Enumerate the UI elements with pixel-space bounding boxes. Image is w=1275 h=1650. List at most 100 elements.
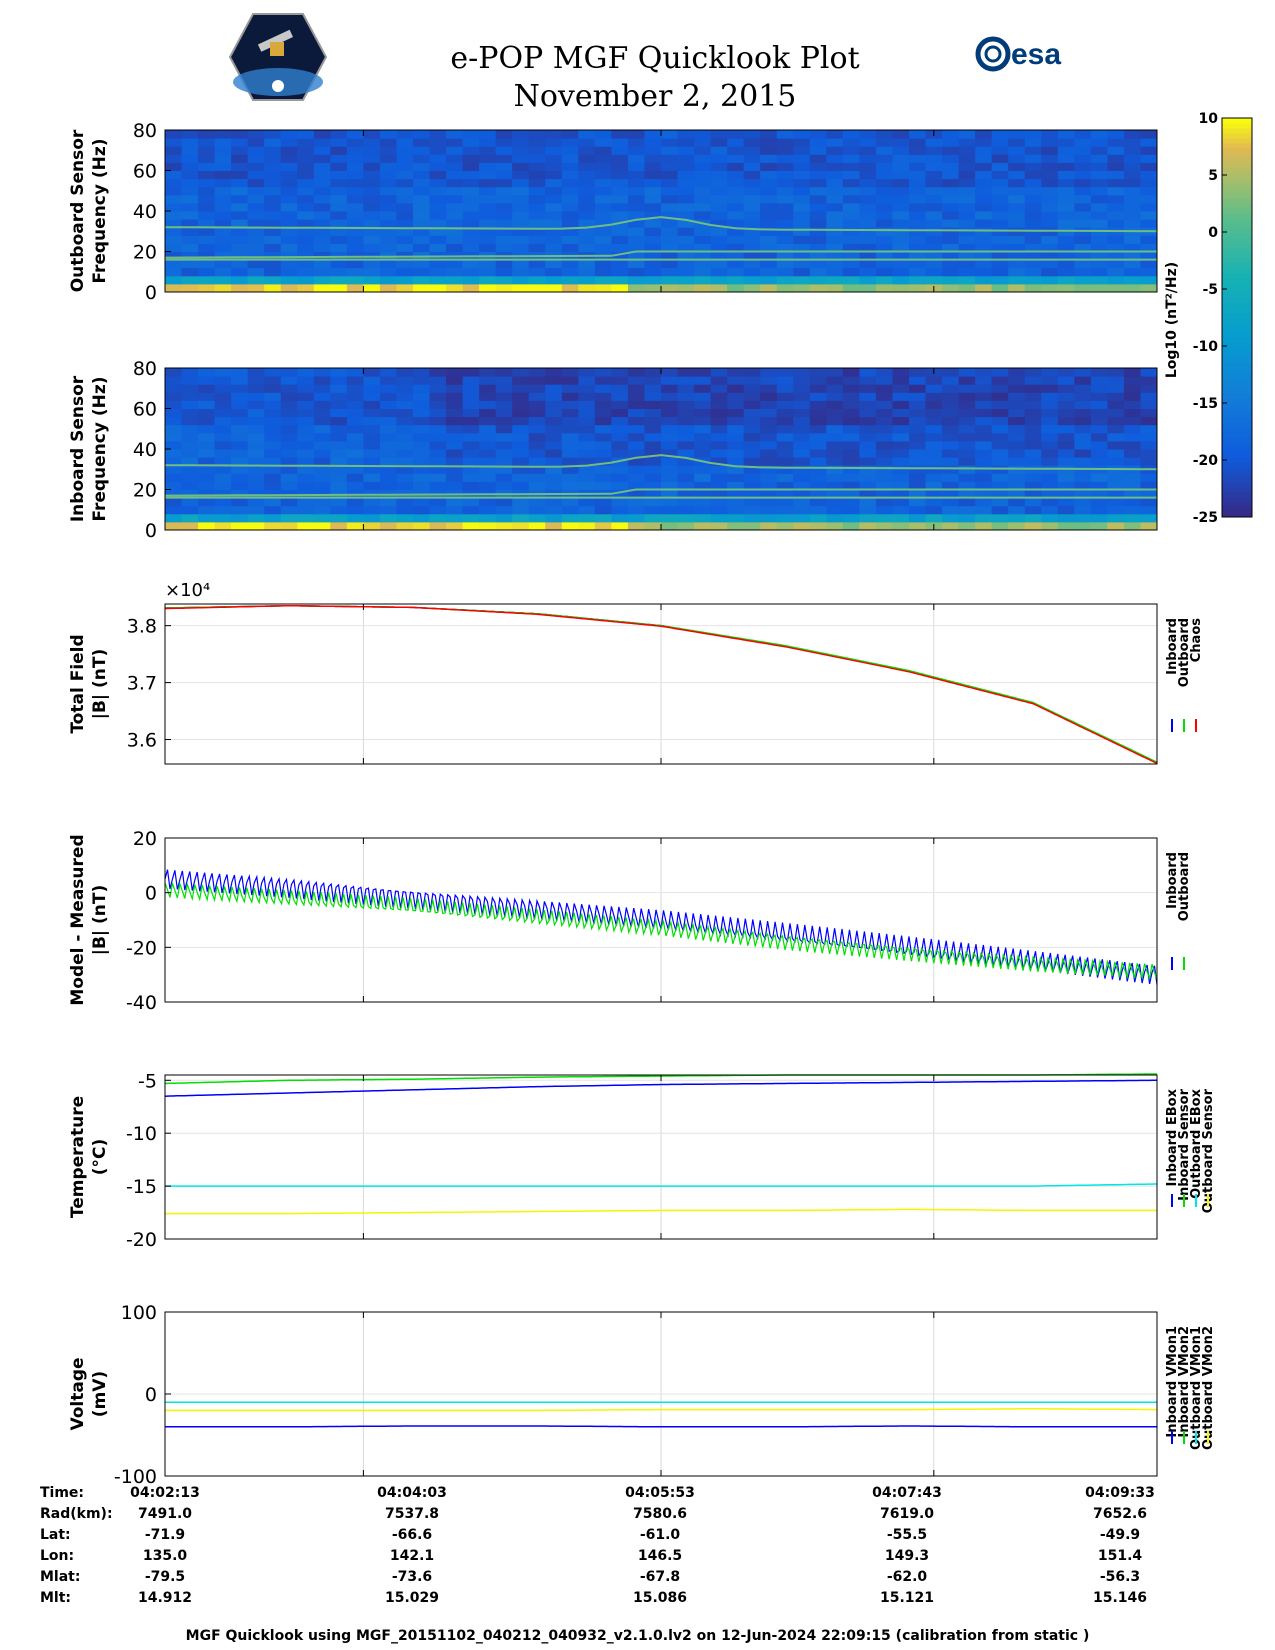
heatmap-cell: [165, 497, 183, 507]
heatmap-cell: [694, 170, 712, 180]
heatmap-cell: [512, 194, 530, 204]
heatmap-cell: [594, 227, 612, 236]
heatmap-cell: [1041, 259, 1059, 269]
heatmap-cell: [1090, 202, 1108, 212]
heatmap-cell: [1008, 283, 1026, 293]
heatmap-cell: [710, 186, 728, 196]
heatmap-cell: [231, 162, 249, 171]
heatmap-cell: [661, 138, 679, 147]
heatmap-cell: [958, 424, 976, 434]
heatmap-cell: [346, 368, 364, 377]
heatmap-cell: [1008, 521, 1026, 531]
heatmap-cell: [363, 457, 381, 466]
legend-label: Chaos: [1189, 618, 1204, 662]
heatmap-cell: [462, 202, 480, 212]
heatmap-cell: [793, 424, 811, 434]
heatmap-cell: [198, 505, 216, 515]
heatmap-cell: [346, 440, 364, 450]
heatmap-cell: [379, 505, 397, 515]
heatmap-cell: [644, 162, 662, 171]
colorbar-tick-label: -5: [1202, 282, 1218, 298]
heatmap-cell: [1090, 243, 1108, 252]
heatmap-cell: [1024, 202, 1042, 212]
heatmap-cell: [1107, 408, 1125, 418]
page-title: e-POP MGF Quicklook Plot November 2, 201…: [330, 40, 980, 116]
heatmap-cell: [694, 513, 712, 523]
heatmap-cell: [379, 400, 397, 409]
table-cell: -71.9: [144, 1527, 186, 1543]
heatmap-cell: [809, 138, 827, 147]
heatmap-cell: [231, 178, 249, 188]
heatmap-cell: [627, 162, 645, 171]
heatmap-cell: [661, 392, 679, 401]
heatmap-cell: [297, 170, 315, 180]
heatmap-cell: [661, 408, 679, 418]
series-line: [165, 1208, 1157, 1215]
heatmap-cell: [1008, 138, 1026, 147]
heatmap-cell: [1024, 424, 1042, 434]
heatmap-cell: [611, 275, 629, 285]
heatmap-cell: [528, 513, 546, 523]
heatmap-cell: [264, 368, 282, 377]
heatmap-cell: [181, 424, 199, 434]
heatmap-cell: [694, 384, 712, 393]
heatmap-cell: [710, 473, 728, 482]
heatmap-cell: [231, 481, 249, 490]
colorbar-step: [1222, 352, 1252, 358]
heatmap-cell: [198, 138, 216, 147]
heatmap-cell: [644, 211, 662, 220]
heatmap-cell: [875, 392, 893, 401]
heatmap-cell: [545, 219, 563, 228]
heatmap-cell: [429, 259, 447, 269]
heatmap-cell: [181, 392, 199, 401]
heatmap-cell: [975, 154, 993, 163]
heatmap-cell: [892, 408, 910, 418]
heatmap-cell: [661, 473, 679, 482]
heatmap-cell: [512, 521, 530, 531]
heatmap-cell: [925, 400, 943, 409]
colorbar-step: [1222, 477, 1252, 483]
heatmap-cell: [363, 202, 381, 212]
heatmap-cell: [909, 259, 927, 269]
heatmap-cell: [1107, 219, 1125, 228]
heatmap-cell: [793, 473, 811, 482]
heatmap-cell: [446, 259, 464, 269]
heatmap-cell: [644, 283, 662, 293]
heatmap-cell: [264, 267, 282, 277]
heatmap-cell: [165, 400, 183, 409]
heatmap-cell: [429, 432, 447, 442]
heatmap-cell: [1074, 505, 1092, 515]
heatmap-cell: [892, 400, 910, 409]
heatmap-cell: [280, 497, 298, 507]
heatmap-cell: [297, 449, 315, 458]
heatmap-cell: [710, 521, 728, 531]
heatmap-cell: [859, 368, 877, 377]
colorbar-box: [1221, 117, 1253, 518]
heatmap-cell: [1074, 146, 1092, 155]
heatmap-cell: [942, 457, 960, 466]
heatmap-cell: [462, 416, 480, 426]
heatmap-cell: [909, 497, 927, 507]
heatmap-cell: [264, 392, 282, 401]
heatmap-cell: [875, 146, 893, 155]
heatmap-cell: [1057, 186, 1075, 196]
heatmap-cell: [247, 211, 265, 220]
heatmap-cell: [1008, 259, 1026, 269]
heatmap-cell: [991, 235, 1009, 244]
heatmap-cell: [743, 505, 761, 515]
heatmap-cell: [495, 227, 513, 236]
heatmap-cell: [413, 505, 431, 515]
heatmap-cell: [793, 513, 811, 523]
heatmap-cell: [561, 227, 579, 236]
heatmap-cell: [793, 146, 811, 155]
heatmap-cell: [594, 392, 612, 401]
heatmap-cell: [1041, 251, 1059, 261]
heatmap-cell: [1024, 368, 1042, 377]
heatmap-cell: [330, 162, 348, 171]
heatmap-cell: [578, 138, 596, 147]
heatmap-cell: [280, 251, 298, 261]
heatmap-cell: [958, 178, 976, 188]
heatmap-cell: [413, 138, 431, 147]
heatmap-cell: [1074, 283, 1092, 293]
heatmap-cell: [413, 194, 431, 204]
